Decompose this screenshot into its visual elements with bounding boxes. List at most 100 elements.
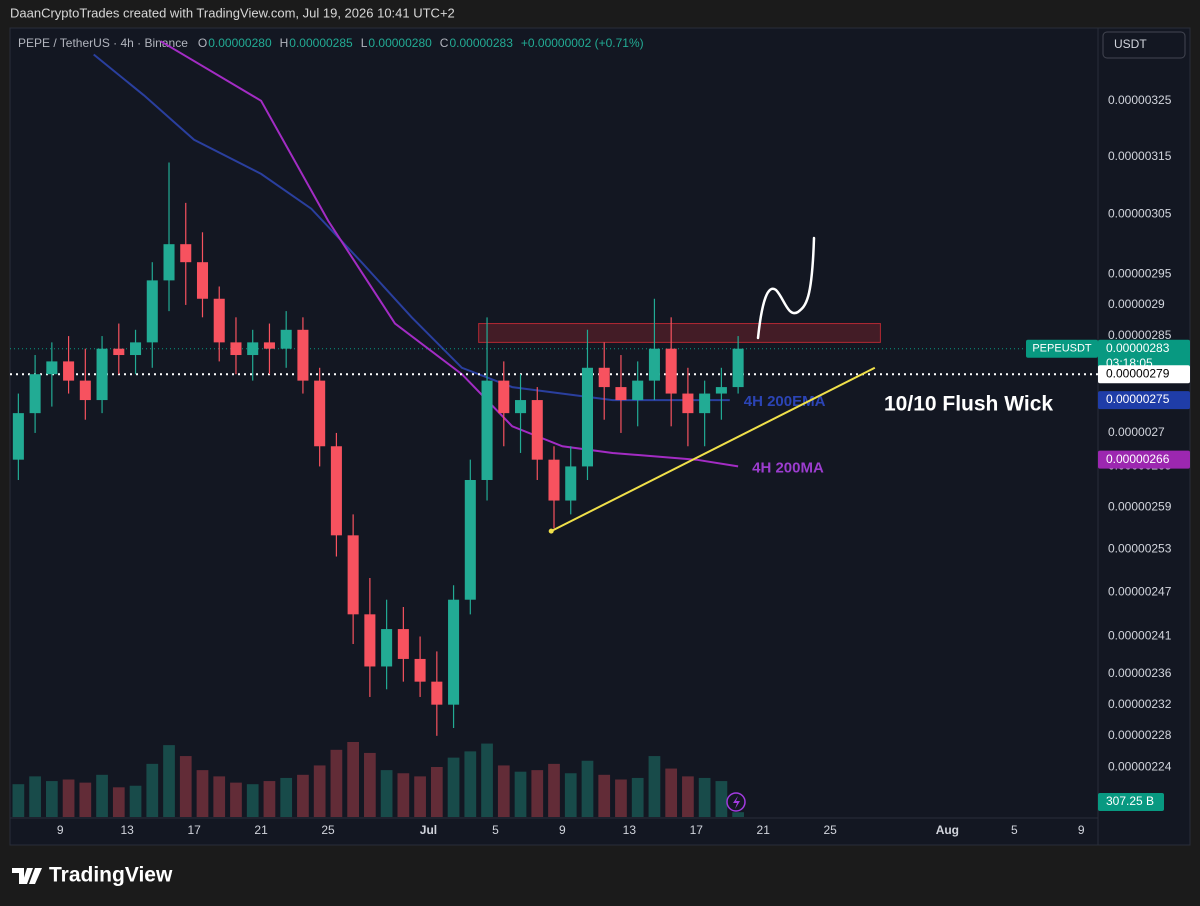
candle-body	[498, 380, 510, 414]
volume-bar	[347, 742, 359, 817]
volume-bar	[615, 779, 627, 817]
ohlc-key: H	[280, 36, 289, 50]
y-tick-label: 0.00000232	[1108, 697, 1172, 711]
volume-bar	[514, 771, 527, 817]
volume-bar	[698, 777, 711, 817]
candle-body	[46, 361, 58, 375]
currency: USDT	[1114, 37, 1147, 51]
price-tag	[1098, 339, 1190, 374]
ohlc-key: L	[361, 36, 368, 50]
candle-body	[347, 535, 359, 615]
candle-body	[297, 329, 309, 381]
candle-body	[180, 244, 192, 263]
candle-body	[113, 348, 125, 356]
x-tick-label: 21	[254, 823, 268, 837]
alert-icon[interactable]	[726, 792, 746, 812]
candle-body	[163, 244, 175, 281]
candle-body	[29, 374, 41, 414]
volume-bar	[196, 770, 209, 817]
annotation: 10/10 Flush Wick	[884, 393, 1053, 416]
moving-average	[93, 53, 730, 402]
candle-body	[414, 658, 426, 682]
volume-bar	[79, 782, 92, 817]
volume-bar	[430, 767, 443, 817]
volume-bar	[732, 812, 744, 817]
volume-bar	[481, 743, 493, 817]
x-tick-label: 21	[757, 823, 771, 837]
volume-bar	[129, 785, 142, 817]
candle-body	[464, 479, 476, 600]
volume-bar	[531, 770, 544, 817]
ohlc-key: C	[440, 36, 449, 50]
candle-body	[96, 348, 108, 401]
volume-bar	[682, 776, 694, 817]
candle-body	[514, 400, 527, 414]
candle-body	[397, 629, 409, 659]
price-tag-value: 0.00000279	[1106, 366, 1170, 380]
candle-body	[715, 387, 727, 394]
brand-logo	[12, 868, 42, 884]
volume-bar	[313, 765, 326, 817]
candle-body	[196, 262, 209, 299]
currency-box[interactable]	[1102, 31, 1186, 59]
symbol: PEPE / TetherUS · 4h · Binance	[18, 36, 188, 50]
candle-body	[263, 342, 275, 349]
volume-bar	[364, 752, 376, 817]
volume-bar	[230, 782, 242, 817]
volume-bar	[62, 779, 75, 817]
volume-bar	[96, 774, 108, 817]
x-tick-label: Aug	[936, 823, 959, 837]
brand: TradingView	[49, 864, 173, 887]
volume-bar	[29, 776, 41, 817]
y-tick-label: 0.0000029	[1108, 297, 1165, 311]
volume-bar	[414, 776, 426, 817]
candle-body	[330, 446, 342, 536]
chart-frame	[9, 27, 1191, 846]
candle-body	[230, 342, 242, 356]
candle-body	[481, 380, 493, 480]
candle-body	[12, 413, 24, 460]
volume-bar	[163, 745, 175, 817]
volume-bar	[564, 773, 577, 817]
volume-bar	[581, 760, 594, 817]
y-tick-label: 0.00000236	[1108, 666, 1172, 680]
y-tick-label: 0.00000259	[1108, 500, 1172, 514]
y-tick-label: 0.00000325	[1108, 93, 1172, 107]
ohlc-value: 0.00000285	[289, 36, 353, 50]
y-tick-label: 0.0000027	[1108, 425, 1165, 439]
candle-body	[615, 387, 627, 401]
volume-bar	[246, 784, 259, 817]
volume-bar	[397, 773, 410, 817]
x-tick-label: 25	[321, 823, 335, 837]
ohlc-value: 0.00000280	[368, 36, 432, 50]
y-tick-label: 0.00000295	[1108, 266, 1172, 280]
x-tick-label: 9	[559, 823, 566, 837]
candle-body	[548, 459, 560, 501]
candle-body	[581, 367, 594, 467]
candle-body	[665, 348, 677, 394]
x-tick-label: 5	[492, 823, 499, 837]
candle-body	[213, 298, 225, 343]
candle-body	[381, 629, 393, 667]
volume-bar	[497, 765, 510, 817]
candle-body	[598, 367, 610, 388]
volume-bar	[112, 787, 125, 817]
price-tag-value: 0.00000275	[1106, 392, 1170, 406]
y-tick-label: 0.00000224	[1108, 760, 1172, 774]
candle-body	[314, 380, 326, 447]
volume-bar	[297, 774, 309, 817]
x-tick-label: 13	[623, 823, 637, 837]
volume-tag	[1098, 793, 1164, 811]
credit: DaanCryptoTrades created with TradingVie…	[10, 5, 455, 20]
trendline	[550, 366, 876, 533]
ohlc-value: 0.00000283	[449, 36, 513, 50]
alert-bolt	[733, 796, 740, 809]
volume-bar	[12, 784, 25, 817]
line-label: 4H 200MA	[752, 459, 824, 476]
candle-body	[79, 380, 91, 401]
volume-bar	[263, 781, 276, 817]
line-label: 4H 200EMA	[744, 393, 826, 410]
candle-body	[448, 599, 460, 705]
candle-body	[648, 348, 660, 381]
